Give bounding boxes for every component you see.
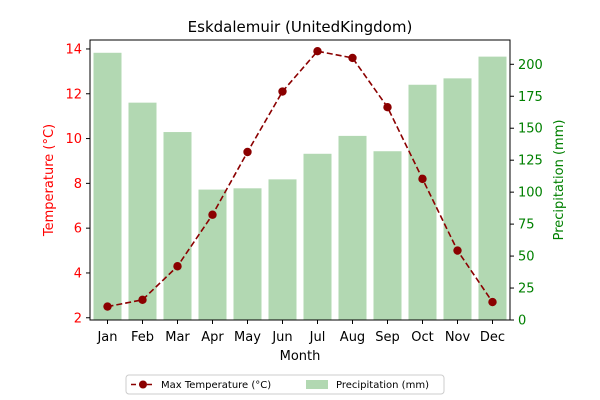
precipitation-bar-jun <box>268 179 297 320</box>
x-axis-label: Month <box>280 349 321 364</box>
plot-frame <box>89 39 511 321</box>
y-right-tick-label: 75 <box>518 218 535 233</box>
temperature-point-apr <box>208 210 217 219</box>
x-tick-label-aug: Aug <box>340 330 365 345</box>
x-tick-label-dec: Dec <box>480 330 505 345</box>
y-right-tick-label: 100 <box>518 186 543 201</box>
temperature-point-jan <box>103 302 112 311</box>
precipitation-bar-oct <box>408 84 437 320</box>
y-left-tick-label: 10 <box>65 132 82 147</box>
precipitation-bar-jan <box>93 52 122 320</box>
y-left-tick-label: 14 <box>65 42 82 57</box>
legend: Max Temperature (°C) Precipitation (mm) <box>125 374 445 395</box>
y-axis-left-label: Temperature (°C) <box>42 124 57 237</box>
temperature-point-jun <box>278 87 287 96</box>
temperature-line-series <box>103 47 497 311</box>
x-tick-label-jul: Jul <box>309 330 326 345</box>
x-tick-label-oct: Oct <box>411 330 433 345</box>
x-tick-label-nov: Nov <box>445 330 471 345</box>
y-axis-left: 2 4 6 8 10 12 14 <box>65 42 90 326</box>
y-left-tick-label: 8 <box>74 177 82 192</box>
temperature-point-oct <box>418 174 427 184</box>
temperature-point-feb <box>138 295 147 305</box>
precipitation-bar-jul <box>303 153 332 320</box>
precipitation-bar-aug <box>338 135 367 320</box>
x-tick-label-feb: Feb <box>131 330 154 345</box>
precipitation-bar-nov <box>443 78 472 320</box>
precipitation-bar-sep <box>373 151 402 320</box>
x-tick-label-jun: Jun <box>271 330 292 345</box>
temperature-point-dec <box>488 297 497 307</box>
y-right-tick-label: 50 <box>518 250 535 265</box>
temperature-point-aug <box>348 53 357 63</box>
y-right-tick-label: 200 <box>518 58 543 73</box>
temperature-line <box>107 50 494 308</box>
x-tick-label-jan: Jan <box>96 330 117 345</box>
legend-frame <box>125 374 445 395</box>
precipitation-bar-may <box>233 188 262 320</box>
temperature-point-jul <box>313 47 322 56</box>
temperature-point-may <box>243 147 252 157</box>
legend-precipitation-label: Precipitation (mm) <box>336 380 429 391</box>
x-tick-label-mar: Mar <box>165 330 190 345</box>
y-left-tick-label: 2 <box>74 311 82 326</box>
x-tick-label-apr: Apr <box>201 330 224 345</box>
y-axis-right: 0 25 50 75 100 125 150 175 200 <box>510 58 543 329</box>
legend-precipitation-swatch <box>306 380 328 389</box>
precipitation-bar-feb <box>128 102 157 320</box>
precipitation-bars <box>93 52 507 321</box>
temperature-point-nov <box>453 246 462 255</box>
temperature-point-mar <box>173 262 182 271</box>
y-left-tick-label: 12 <box>65 87 82 102</box>
y-right-tick-label: 175 <box>518 90 543 105</box>
y-left-tick-label: 6 <box>74 222 82 237</box>
precipitation-bar-dec <box>478 56 507 321</box>
x-tick-label-may: May <box>234 330 261 345</box>
y-right-tick-label: 25 <box>518 282 535 297</box>
y-right-tick-label: 0 <box>518 314 526 329</box>
temperature-point-sep <box>383 103 392 112</box>
precipitation-bar-mar <box>163 132 192 320</box>
y-axis-right-label: Precipitation (mm) <box>552 120 567 241</box>
x-axis: Jan Feb Mar Apr May Jun Jul Aug Sep Oct Nov Dec <box>96 320 505 345</box>
y-left-tick-label: 4 <box>74 266 82 281</box>
y-right-tick-label: 125 <box>518 154 543 169</box>
legend-temperature-label: Max Temperature (°C) <box>161 380 271 391</box>
legend-temperature-marker <box>139 380 147 389</box>
x-tick-label-sep: Sep <box>375 330 400 345</box>
y-right-tick-label: 150 <box>518 122 543 137</box>
precipitation-bar-apr <box>198 189 227 320</box>
chart-title: Eskdalemuir (UnitedKingdom) <box>188 18 413 36</box>
